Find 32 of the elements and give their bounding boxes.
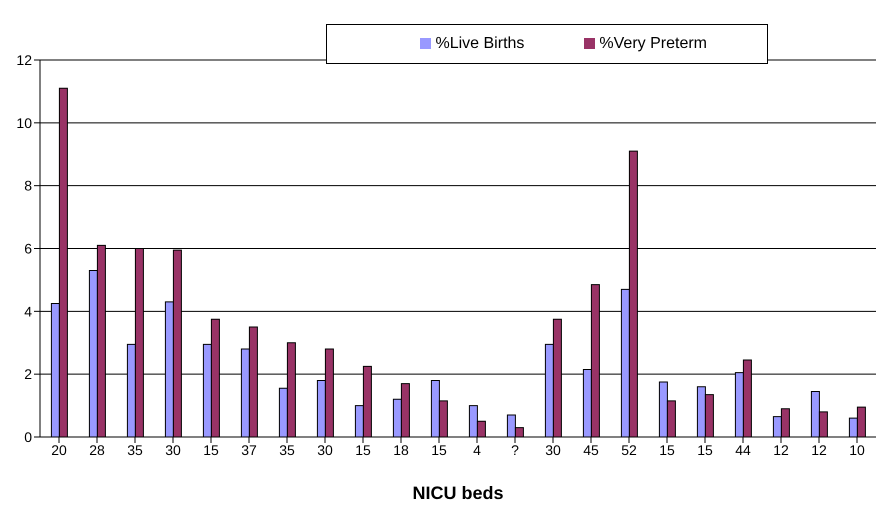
y-tick-label: 0 [24,428,32,445]
x-tick-label: 15 [431,442,447,458]
x-tick-label: 18 [393,442,409,458]
x-tick-label: 30 [317,442,333,458]
legend-label: %Live Births [435,35,524,52]
x-tick-label: 15 [203,442,219,458]
y-tick-label: 8 [24,178,32,194]
x-tick-label: 15 [355,442,371,458]
x-tick-label: 15 [659,442,675,458]
x-tick-label: 12 [811,442,827,458]
x-tick-label: 4 [473,442,482,458]
x-axis-title: NICU beds [412,483,504,503]
x-tick-label: 35 [127,442,143,458]
legend-label: %Very Preterm [599,35,707,52]
y-tick-label: 10 [16,114,32,131]
x-tick-label: 44 [735,442,751,458]
x-tick-label: 28 [89,442,105,458]
x-tick-label: 10 [849,442,865,458]
y-tick-label: 4 [24,303,32,320]
x-tick-label: ? [511,442,520,458]
x-tick-label: 37 [241,442,257,458]
x-tick-label: 30 [165,442,181,458]
x-tick-label: 35 [279,442,295,458]
x-tick-label: 15 [697,442,713,458]
x-tick-label: 52 [621,442,637,458]
y-tick-label: 6 [24,240,32,256]
x-tick-label: 12 [773,442,789,458]
x-tick-label: 30 [545,442,561,458]
y-tick-label: 2 [24,366,32,382]
x-tick-label: 20 [51,442,67,458]
y-tick-label: 12 [16,52,32,68]
x-tick-label: 45 [583,442,599,458]
